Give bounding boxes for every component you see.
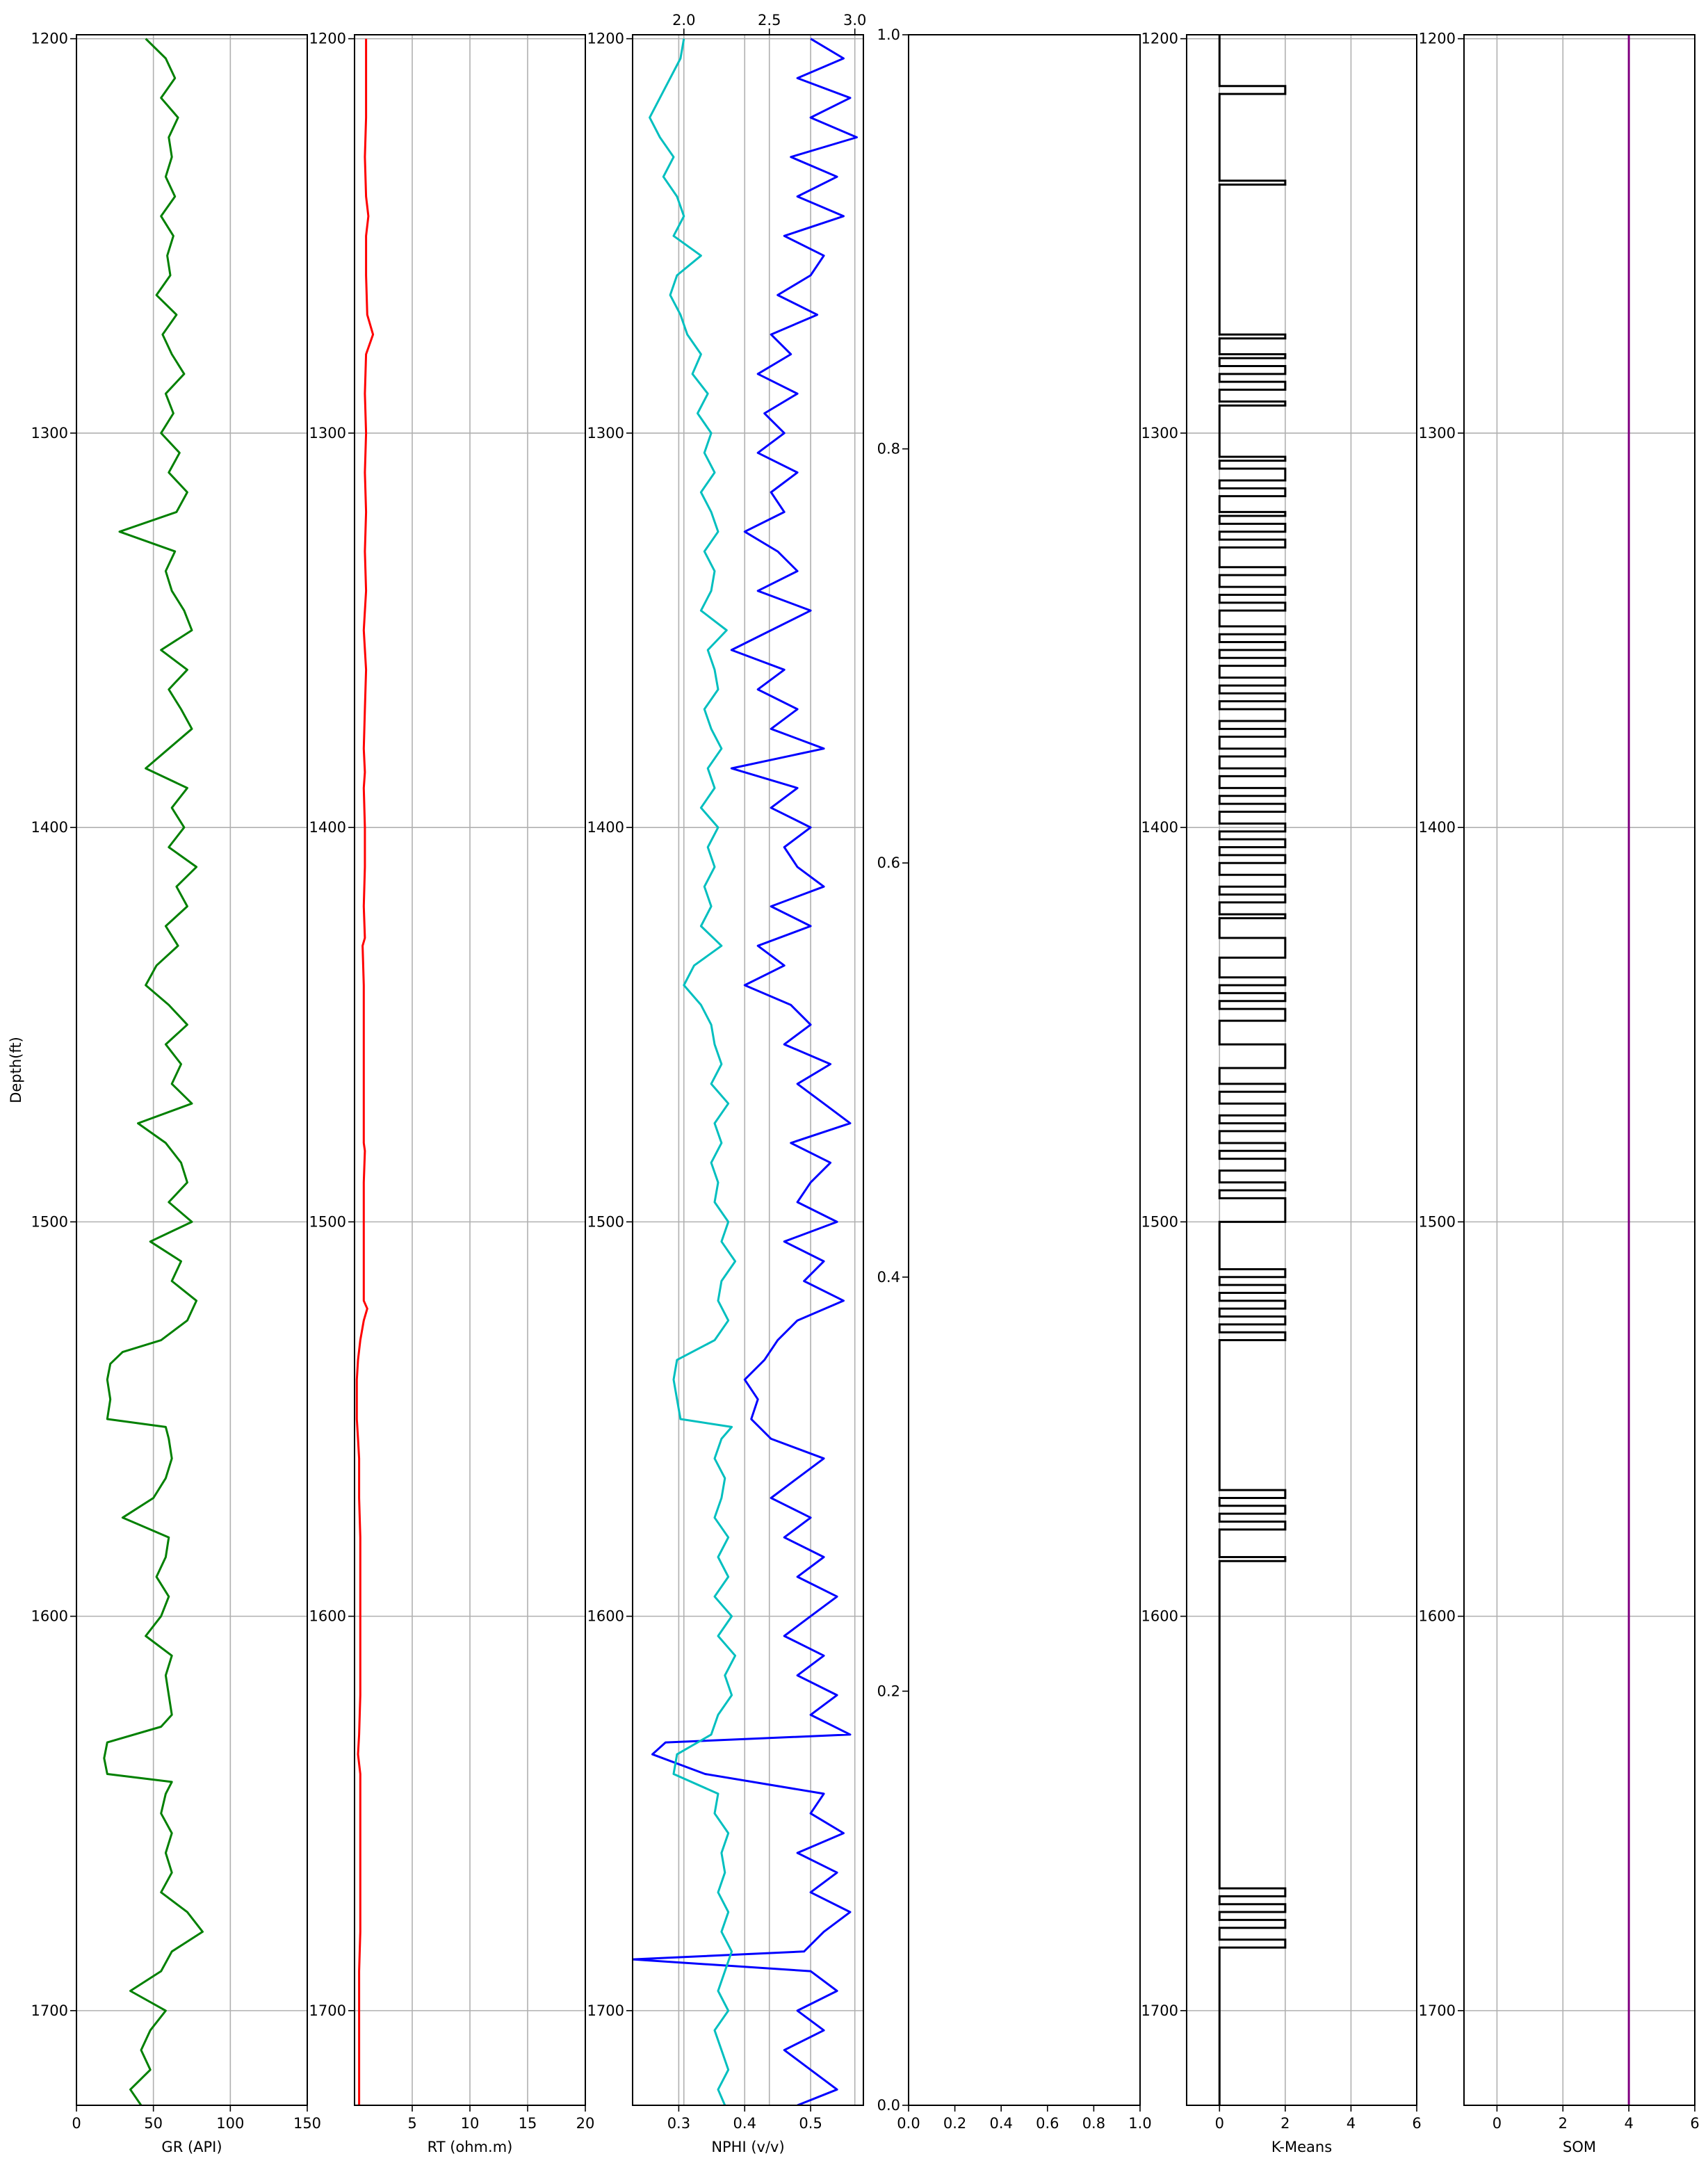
x-tick-label: 5 bbox=[407, 2115, 416, 2132]
x2-tick-label: 3.0 bbox=[843, 12, 866, 29]
y-tick-label: 1400 bbox=[1141, 819, 1178, 836]
y-tick-label: 0.0 bbox=[877, 2097, 900, 2114]
y-tick-label: 1600 bbox=[587, 1608, 624, 1625]
y-tick-label: 1400 bbox=[31, 819, 68, 836]
y-tick-label: 1400 bbox=[1419, 819, 1456, 836]
nphi-curve bbox=[633, 38, 858, 2105]
rhob-curve bbox=[649, 38, 737, 2105]
x-tick-label: 0.0 bbox=[897, 2115, 920, 2132]
x-tick-label: 100 bbox=[216, 2115, 244, 2132]
y-tick-label: 1600 bbox=[31, 1608, 68, 1625]
y-tick-label: 1300 bbox=[1419, 425, 1456, 441]
y-tick-label: 1300 bbox=[31, 425, 68, 441]
x-tick-label: 20 bbox=[576, 2115, 595, 2132]
y-tick-label: 1500 bbox=[1141, 1213, 1178, 1230]
x-axis-label: RT (ohm.m) bbox=[428, 2139, 513, 2155]
x-tick-label: 15 bbox=[519, 2115, 537, 2132]
x-tick-label: 0 bbox=[1493, 2115, 1502, 2132]
y-tick-label: 1500 bbox=[1419, 1213, 1456, 1230]
x-tick-label: 150 bbox=[293, 2115, 321, 2132]
x-tick-label: 0.8 bbox=[1082, 2115, 1105, 2132]
x-tick-label: 0.5 bbox=[799, 2115, 822, 2132]
x-tick-label: 0 bbox=[1215, 2115, 1224, 2132]
y-tick-label: 1300 bbox=[1141, 425, 1178, 441]
x-tick-label: 0.4 bbox=[989, 2115, 1012, 2132]
x-tick-label: 0.3 bbox=[667, 2115, 690, 2132]
x-tick-label: 0.4 bbox=[733, 2115, 756, 2132]
gr-curve bbox=[103, 38, 204, 2105]
y-tick-label: 1200 bbox=[1419, 31, 1456, 47]
x-axis-label: K-Means bbox=[1271, 2139, 1332, 2155]
x-tick-label: 2 bbox=[1559, 2115, 1568, 2132]
y-tick-label: 0.6 bbox=[877, 854, 900, 871]
y-tick-label: 1300 bbox=[309, 425, 346, 441]
x-tick-label: 1.0 bbox=[1128, 2115, 1151, 2132]
rt-curve bbox=[355, 38, 375, 2105]
y-tick-label: 1200 bbox=[1141, 31, 1178, 47]
y-tick-label: 1400 bbox=[309, 819, 346, 836]
y-tick-label: 1200 bbox=[309, 31, 346, 47]
y-tick-label: 1500 bbox=[309, 1213, 346, 1230]
panel-frame bbox=[1186, 34, 1417, 2106]
panel-frame bbox=[632, 34, 864, 2106]
y-tick-label: 1700 bbox=[1419, 2002, 1456, 2019]
y-tick-label: 1300 bbox=[587, 425, 624, 441]
kmeans-cluster-line bbox=[1218, 35, 1287, 2105]
x-tick-label: 50 bbox=[144, 2115, 163, 2132]
series-group bbox=[1218, 35, 1287, 2105]
y-tick-label: 0.4 bbox=[877, 1269, 900, 1286]
series-group bbox=[355, 38, 375, 2105]
x-tick-label: 6 bbox=[1690, 2115, 1699, 2132]
x2-tick-label: 2.0 bbox=[672, 12, 695, 29]
y-tick-label: 1600 bbox=[309, 1608, 346, 1625]
panel-frame bbox=[908, 34, 1141, 2106]
x-tick-label: 4 bbox=[1624, 2115, 1633, 2132]
y-tick-label: 0.2 bbox=[877, 1683, 900, 1699]
y-tick-label: 1200 bbox=[31, 31, 68, 47]
panel-frame bbox=[76, 34, 308, 2106]
y-axis-label: Depth(ft) bbox=[8, 1037, 24, 1103]
x2-tick-label: 2.5 bbox=[758, 12, 781, 29]
y-tick-label: 1700 bbox=[587, 2002, 624, 2019]
y-tick-label: 1400 bbox=[587, 819, 624, 836]
y-tick-label: 1600 bbox=[1141, 1608, 1178, 1625]
x-tick-label: 2 bbox=[1280, 2115, 1290, 2132]
panel-frame bbox=[1463, 34, 1695, 2106]
x-axis-label: SOM bbox=[1563, 2139, 1596, 2155]
x-tick-label: 0.6 bbox=[1036, 2115, 1059, 2132]
y-tick-label: 1500 bbox=[31, 1213, 68, 1230]
x-tick-label: 6 bbox=[1412, 2115, 1421, 2132]
x-axis-label: GR (API) bbox=[161, 2139, 222, 2155]
y-tick-label: 1200 bbox=[587, 31, 624, 47]
x-axis-label: NPHI (v/v) bbox=[711, 2139, 784, 2155]
x-tick-label: 10 bbox=[461, 2115, 480, 2132]
y-tick-label: 1700 bbox=[309, 2002, 346, 2019]
y-tick-label: 1.0 bbox=[877, 26, 900, 43]
x-tick-label: 4 bbox=[1347, 2115, 1356, 2132]
series-group bbox=[103, 38, 204, 2105]
y-tick-label: 1700 bbox=[31, 2002, 68, 2019]
y-tick-label: 1600 bbox=[1419, 1608, 1456, 1625]
y-tick-label: 1500 bbox=[587, 1213, 624, 1230]
y-tick-label: 0.8 bbox=[877, 441, 900, 457]
x-tick-label: 0 bbox=[72, 2115, 81, 2132]
series-group bbox=[633, 38, 858, 2105]
y-tick-label: 1700 bbox=[1141, 2002, 1178, 2019]
x-tick-label: 0.2 bbox=[943, 2115, 966, 2132]
